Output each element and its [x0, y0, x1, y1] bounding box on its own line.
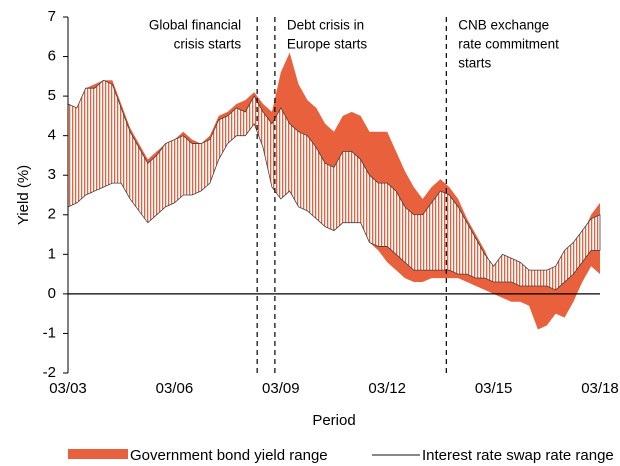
y-tick-label: 3 — [48, 166, 56, 183]
event-label: Europe starts — [287, 37, 368, 52]
y-tick-label: 2 — [48, 206, 56, 223]
y-tick-label: 6 — [48, 48, 56, 65]
x-tick-label: 03/03 — [49, 380, 87, 397]
y-tick-label: -1 — [43, 324, 56, 341]
y-axis-label: Yield (%) — [15, 165, 32, 225]
x-axis-label: Period — [312, 412, 355, 429]
range-area — [67, 79, 601, 291]
legend-label: Government bond yield range — [130, 447, 328, 464]
x-tick-label: 03/09 — [262, 380, 300, 397]
event-label: crisis starts — [174, 37, 242, 52]
event-label: Global financial — [149, 18, 241, 33]
y-tick-label: 4 — [48, 127, 56, 144]
event-label: starts — [458, 56, 491, 71]
y-tick-label: 5 — [48, 87, 56, 104]
x-tick-label: 03/15 — [475, 380, 513, 397]
x-tick-label: 03/06 — [156, 380, 194, 397]
event-label: Debt crisis in — [287, 18, 364, 33]
x-tick-label: 03/18 — [581, 380, 619, 397]
y-tick-label: 1 — [48, 245, 56, 262]
x-tick-label: 03/12 — [368, 380, 406, 397]
event-label: CNB exchange — [458, 18, 549, 33]
legend-swatch — [68, 449, 128, 459]
y-tick-label: 0 — [48, 285, 56, 302]
y-tick-label: -2 — [43, 364, 56, 381]
event-label: rate commitment — [458, 37, 559, 52]
legend-label: Interest rate swap rate range — [422, 447, 614, 464]
y-tick-label: 7 — [48, 8, 56, 25]
